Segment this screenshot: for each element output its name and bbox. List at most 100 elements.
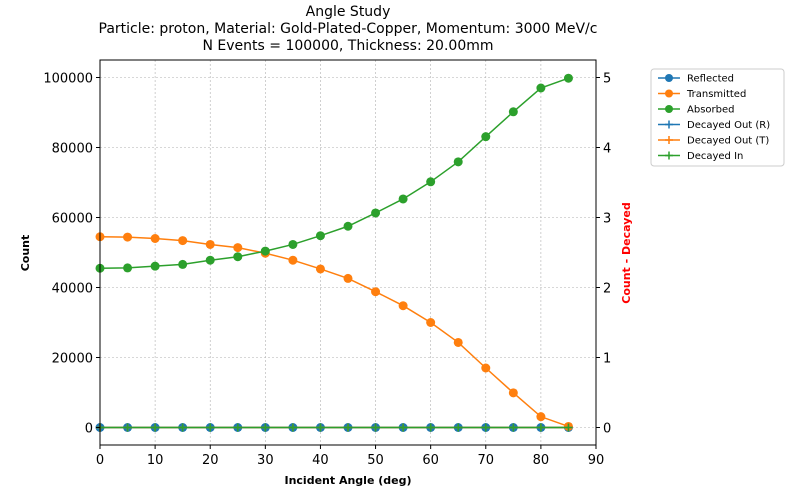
legend-label-transmitted: Transmitted — [686, 89, 746, 100]
legend-marker-decayed-in — [665, 151, 673, 160]
y-tick-label: 40000 — [52, 282, 93, 297]
x-tick-label: 40 — [312, 453, 329, 468]
y-axis-label: Count — [19, 235, 32, 272]
data-point-transmitted — [481, 363, 491, 373]
plot-frame — [99, 59, 597, 446]
x-tick-label: 60 — [422, 453, 439, 468]
y2-axis-label: Count - Decayed — [620, 202, 633, 303]
y-tick-label: 60000 — [52, 212, 93, 227]
data-point-transmitted — [398, 301, 408, 311]
data-point-decayed-in — [233, 423, 242, 432]
data-point-transmitted — [426, 318, 436, 327]
data-point-decayed-in — [426, 423, 435, 432]
data-point-decayed-in — [344, 423, 352, 432]
y-tick-label: 100000 — [43, 72, 93, 87]
data-point-transmitted — [508, 388, 518, 398]
data-point-transmitted — [343, 273, 353, 283]
data-point-transmitted — [178, 236, 188, 246]
legend-label-decayed-out-r: Decayed Out (R) — [687, 120, 770, 131]
series-layer — [95, 73, 573, 432]
x-tick-label: 90 — [588, 453, 605, 468]
legend-marker-reflected — [665, 74, 673, 82]
series-absorbed — [95, 73, 573, 273]
data-point-transmitted — [233, 243, 243, 253]
data-point-decayed-in — [454, 423, 463, 432]
data-point-transmitted — [536, 412, 546, 422]
y-axis: 0 20000 40000 60000 80000 100000 — [43, 72, 100, 437]
x-tick-label: 20 — [202, 453, 219, 468]
x-tick-label: 0 — [96, 453, 104, 468]
legend-label-reflected: Reflected — [687, 74, 734, 85]
legend-marker-transmitted — [665, 89, 673, 98]
x-tick-label: 80 — [533, 453, 550, 468]
x-tick-label: 30 — [257, 453, 274, 468]
x-tick-label: 70 — [478, 453, 495, 468]
data-point-absorbed — [481, 132, 491, 142]
grid — [99, 60, 597, 445]
data-point-absorbed — [453, 157, 463, 167]
data-point-decayed-in — [536, 423, 545, 432]
legend-marker-decayed-out-r — [665, 120, 673, 129]
x-axis-label: Incident Angle (deg) — [284, 474, 411, 487]
y2-tick-label: 1 — [603, 352, 611, 367]
data-point-absorbed — [288, 239, 298, 249]
data-point-transmitted — [205, 239, 215, 249]
y-tick-label: 0 — [85, 422, 93, 437]
data-point-absorbed — [178, 259, 188, 269]
legend-label-absorbed: Absorbed — [687, 105, 734, 116]
data-point-decayed-in — [288, 423, 297, 432]
x-tick-label: 50 — [367, 453, 384, 468]
data-point-transmitted — [371, 287, 381, 297]
series-line-absorbed — [99, 77, 569, 269]
y2-tick-label: 0 — [603, 422, 611, 437]
data-point-absorbed — [371, 208, 381, 218]
data-point-absorbed — [233, 252, 243, 262]
data-point-decayed-in — [261, 423, 270, 432]
data-point-decayed-in — [151, 423, 160, 432]
data-point-absorbed — [150, 261, 160, 271]
x-axis: 0 10 20 30 40 50 60 70 80 90 — [96, 445, 604, 468]
data-point-decayed-in — [123, 423, 132, 432]
y2-tick-label: 2 — [603, 282, 611, 297]
data-point-decayed-in — [178, 423, 187, 432]
data-point-decayed-in — [316, 423, 325, 432]
data-point-transmitted — [315, 264, 325, 274]
data-point-transmitted — [123, 232, 133, 242]
legend-frame — [650, 68, 785, 167]
data-point-absorbed — [315, 231, 325, 241]
data-point-decayed-in — [371, 423, 380, 432]
data-point-decayed-in — [206, 423, 215, 432]
data-point-absorbed — [426, 177, 436, 187]
y2-tick-label: 5 — [603, 72, 611, 87]
data-point-transmitted — [453, 337, 463, 347]
legend-marker-absorbed — [665, 105, 673, 113]
data-point-decayed-in — [564, 423, 573, 432]
legend-label-decayed-in: Decayed In — [687, 151, 743, 162]
y2-tick-label: 3 — [603, 212, 611, 227]
y-tick-label: 20000 — [52, 352, 93, 367]
chart-subtitle-line-2: N Events = 100000, Thickness: 20.00mm — [202, 38, 494, 54]
legend-marker-decayed-out-t — [665, 136, 673, 144]
series-line-transmitted — [99, 236, 569, 428]
chart-subtitle-line-1: Particle: proton, Material: Gold-Plated-… — [98, 21, 598, 37]
data-point-absorbed — [123, 263, 133, 273]
series-decayed-in — [96, 423, 573, 432]
data-point-transmitted — [288, 255, 298, 265]
data-point-decayed-in — [481, 423, 490, 432]
data-point-transmitted — [150, 234, 160, 243]
y2-axis: 0 1 2 3 4 5 — [596, 72, 611, 437]
legend: Reflected Transmitted Absorbed Decayed Out … — [650, 68, 785, 167]
y2-tick-label: 4 — [603, 142, 611, 157]
data-point-absorbed — [205, 255, 215, 265]
y-tick-label: 80000 — [52, 142, 93, 157]
data-point-decayed-in — [399, 423, 408, 432]
series-transmitted — [95, 232, 573, 431]
data-point-absorbed — [260, 246, 270, 256]
data-point-absorbed — [398, 194, 408, 204]
data-point-absorbed — [563, 73, 573, 83]
data-point-absorbed — [508, 107, 518, 117]
legend-label-decayed-out-t: Decayed Out (T) — [687, 136, 769, 147]
chart-title: Angle Study — [305, 4, 391, 20]
data-point-absorbed — [343, 221, 353, 231]
